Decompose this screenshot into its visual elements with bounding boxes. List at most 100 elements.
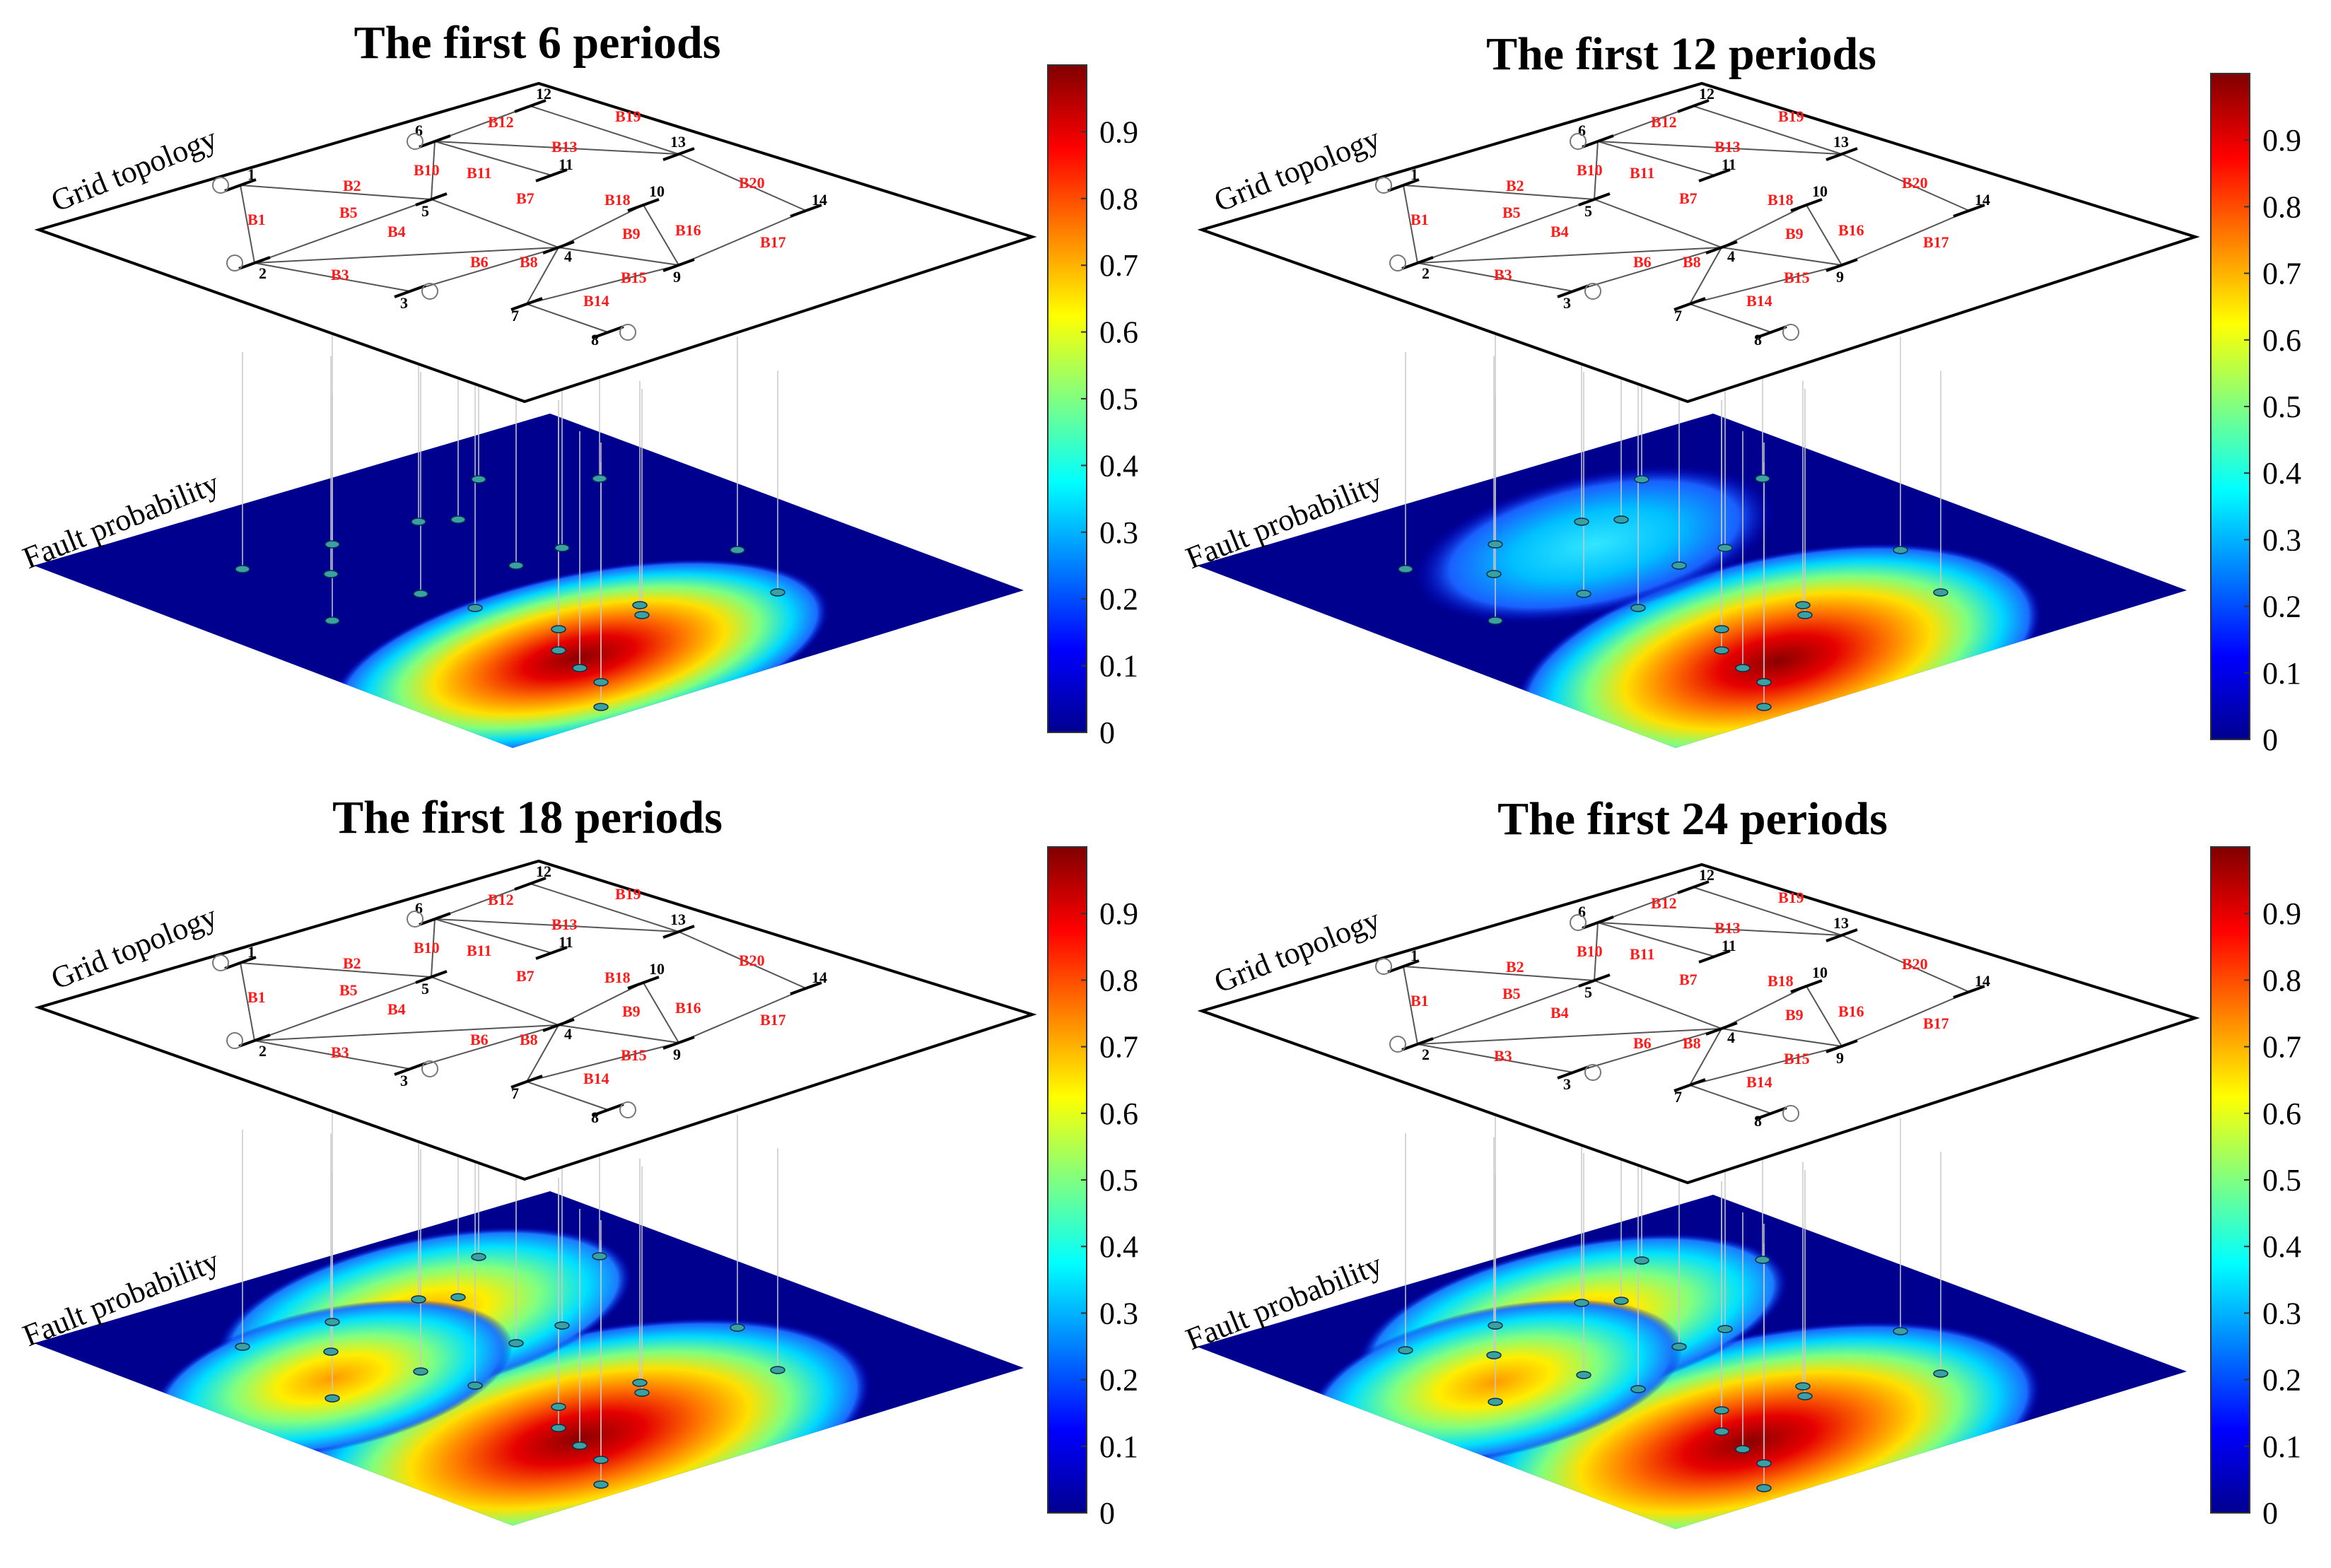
branch-line	[1572, 1028, 1722, 1073]
bus-marker	[1488, 616, 1503, 625]
branch-line	[1693, 887, 1842, 936]
branch-line	[678, 153, 807, 211]
bus-marker	[1756, 703, 1772, 711]
branch-line	[1594, 199, 1722, 248]
branch-label: B12	[1651, 894, 1677, 912]
branch-label: B7	[516, 967, 534, 985]
branch-label: B17	[1923, 233, 1949, 251]
branch-line	[1572, 247, 1722, 292]
bus-marker	[1714, 625, 1729, 633]
branch-label: B9	[1785, 1006, 1804, 1024]
colorbar-tick-label: 0.4	[1099, 1229, 1138, 1264]
bus-label: 1	[1410, 947, 1418, 964]
colorbar-tick-label: 0.7	[2262, 257, 2301, 291]
bus-bar	[1677, 880, 1710, 894]
branch-label: B3	[331, 266, 349, 283]
branch-label: B10	[1577, 161, 1603, 179]
branch-label: B15	[1784, 269, 1810, 286]
branch-label: B6	[1633, 1034, 1652, 1052]
branch-label: B13	[1714, 138, 1741, 156]
branch-line	[1403, 966, 1595, 981]
branch-line	[240, 185, 255, 264]
generator-icon	[1389, 1036, 1406, 1053]
branch-line	[409, 1024, 559, 1070]
branch-line	[1417, 1028, 1722, 1045]
bus-bar	[662, 1036, 695, 1050]
colorbar-gradient	[1047, 64, 1087, 733]
bus-marker	[471, 475, 486, 484]
branch-label: B8	[520, 253, 538, 271]
branch-line	[254, 976, 432, 1041]
branch-line	[558, 204, 644, 248]
branch-label: B7	[1679, 971, 1698, 988]
branch-label: B8	[520, 1031, 538, 1048]
chart-title: The first 12 periods	[1486, 28, 1876, 80]
branch-label: B6	[470, 1031, 489, 1048]
bus-label: 12	[536, 85, 551, 103]
bus-label: 9	[673, 268, 681, 286]
branch-line	[1693, 105, 1842, 155]
bus-bar	[514, 99, 547, 113]
branch-label: B12	[488, 113, 514, 131]
bus-marker	[1576, 1371, 1591, 1379]
bus-marker	[634, 1388, 650, 1397]
bus-bar	[419, 134, 451, 148]
branch-line	[434, 141, 679, 155]
bus-label: 7	[511, 307, 519, 324]
generator-icon	[1375, 177, 1392, 194]
branch-line	[643, 982, 679, 1043]
branch-line	[254, 199, 432, 264]
branch-line	[431, 918, 436, 978]
bus-label: 3	[1563, 1075, 1571, 1093]
bus-marker	[323, 570, 339, 578]
generator-icon	[421, 1060, 438, 1077]
bus-marker	[1613, 1297, 1629, 1305]
branch-label: B1	[1410, 992, 1429, 1010]
branch-line	[530, 105, 679, 155]
bus-bar	[238, 1034, 271, 1048]
branch-label: B13	[551, 915, 578, 933]
bus-label: 14	[1975, 191, 1990, 209]
bus-bar	[224, 178, 257, 192]
branch-label: B1	[247, 211, 266, 228]
bus-bar	[1755, 325, 1787, 339]
bus-label: 10	[1812, 964, 1828, 981]
branch-line	[1597, 922, 1715, 957]
branch-line	[1403, 966, 1418, 1045]
bus-marker	[1574, 517, 1589, 526]
bus-label: 4	[1727, 1029, 1735, 1046]
grid-topology-plane	[1197, 81, 2200, 404]
bus-label: 8	[591, 1108, 599, 1126]
branch-label: B5	[1502, 204, 1521, 221]
colorbar-tick-label: 0.2	[1099, 1363, 1138, 1398]
bus-label: 11	[1722, 937, 1736, 954]
bus-marker	[1755, 1256, 1770, 1264]
bus-bar	[415, 970, 448, 984]
branch-line	[1689, 247, 1722, 305]
branch-label: B5	[339, 981, 358, 999]
branch-line	[1403, 185, 1595, 200]
bus-bar	[535, 168, 568, 182]
branch-line	[1403, 185, 1418, 264]
bus-marker	[1797, 1392, 1813, 1400]
bus-marker	[1735, 664, 1751, 672]
colorbar-tick-label: 0	[2262, 722, 2278, 757]
bus-label: 5	[1584, 983, 1592, 1001]
branch-line	[434, 141, 552, 176]
branch-line	[431, 199, 559, 248]
bus-marker	[323, 1347, 339, 1356]
bus-bar	[627, 198, 660, 212]
colorbar-tick-label: 0.7	[2262, 1030, 2301, 1065]
bus-marker	[551, 646, 566, 655]
bus-marker	[1630, 604, 1646, 612]
bus-bar	[1825, 928, 1858, 942]
branch-label: B7	[516, 189, 534, 207]
bus-bar	[1790, 198, 1823, 212]
generator-icon	[226, 254, 243, 271]
generator-icon	[1782, 1105, 1799, 1122]
colorbar-tick-label: 0.9	[2262, 896, 2301, 931]
bus-bar	[1705, 240, 1738, 254]
bus-marker	[1486, 1351, 1502, 1359]
branch-label: B17	[760, 233, 786, 251]
